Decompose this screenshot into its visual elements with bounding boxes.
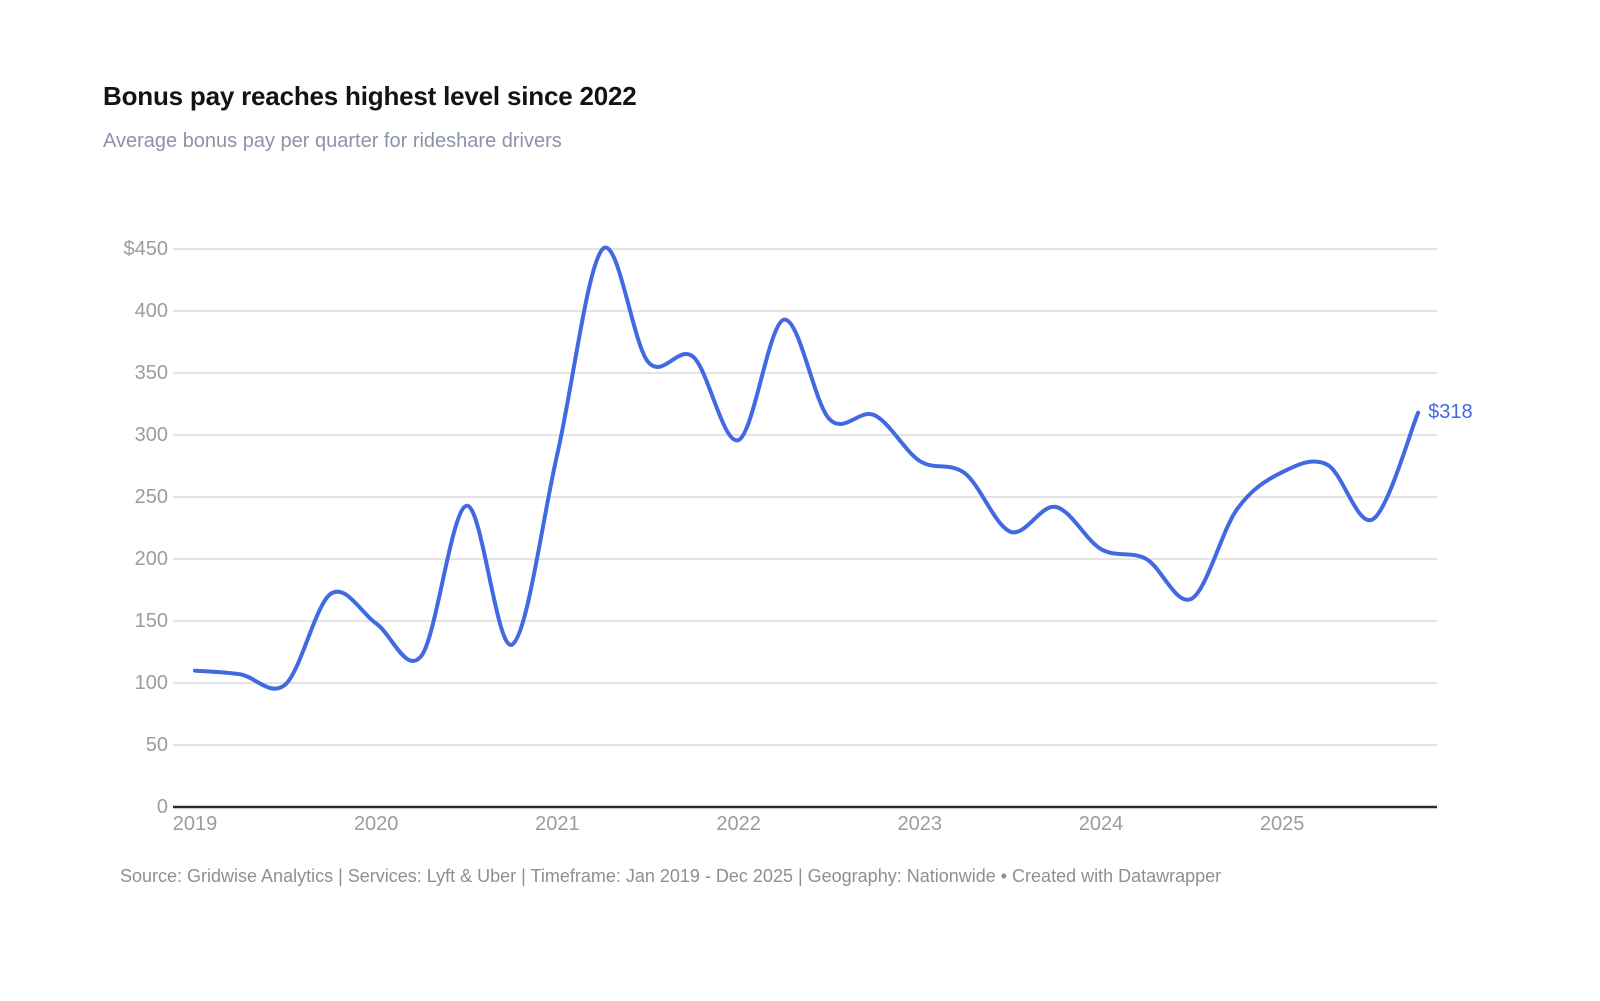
- x-axis-label: 2024: [1078, 813, 1124, 835]
- last-value-label: $318: [1428, 400, 1473, 423]
- y-axis-label: 50: [145, 734, 168, 756]
- page-subtitle: Average bonus pay per quarter for ridesh…: [103, 130, 562, 152]
- y-axis-label: 200: [134, 548, 168, 570]
- bonus-pay-line: [193, 245, 1421, 691]
- x-axis-label: 2019: [172, 813, 218, 835]
- x-axis-label: 2021: [535, 813, 580, 835]
- page-title: Bonus pay reaches highest level since 20…: [103, 81, 637, 111]
- x-axis-label: 2023: [897, 813, 943, 835]
- x-axis-label: 2022: [716, 813, 761, 835]
- y-axis-label: 100: [134, 672, 168, 694]
- x-axis-label: 2020: [353, 813, 399, 835]
- y-axis-label: $450: [123, 238, 169, 260]
- y-axis-label: 150: [134, 610, 168, 632]
- y-axis-label: 400: [134, 300, 168, 322]
- y-axis-label: 250: [134, 486, 168, 508]
- y-axis-label: 300: [134, 424, 168, 446]
- source-attribution: Source: Gridwise Analytics | Services: L…: [120, 866, 1222, 886]
- y-axis-label: 350: [134, 362, 168, 384]
- x-axis-label: 2025: [1259, 813, 1305, 835]
- y-axis-label: 0: [156, 796, 168, 818]
